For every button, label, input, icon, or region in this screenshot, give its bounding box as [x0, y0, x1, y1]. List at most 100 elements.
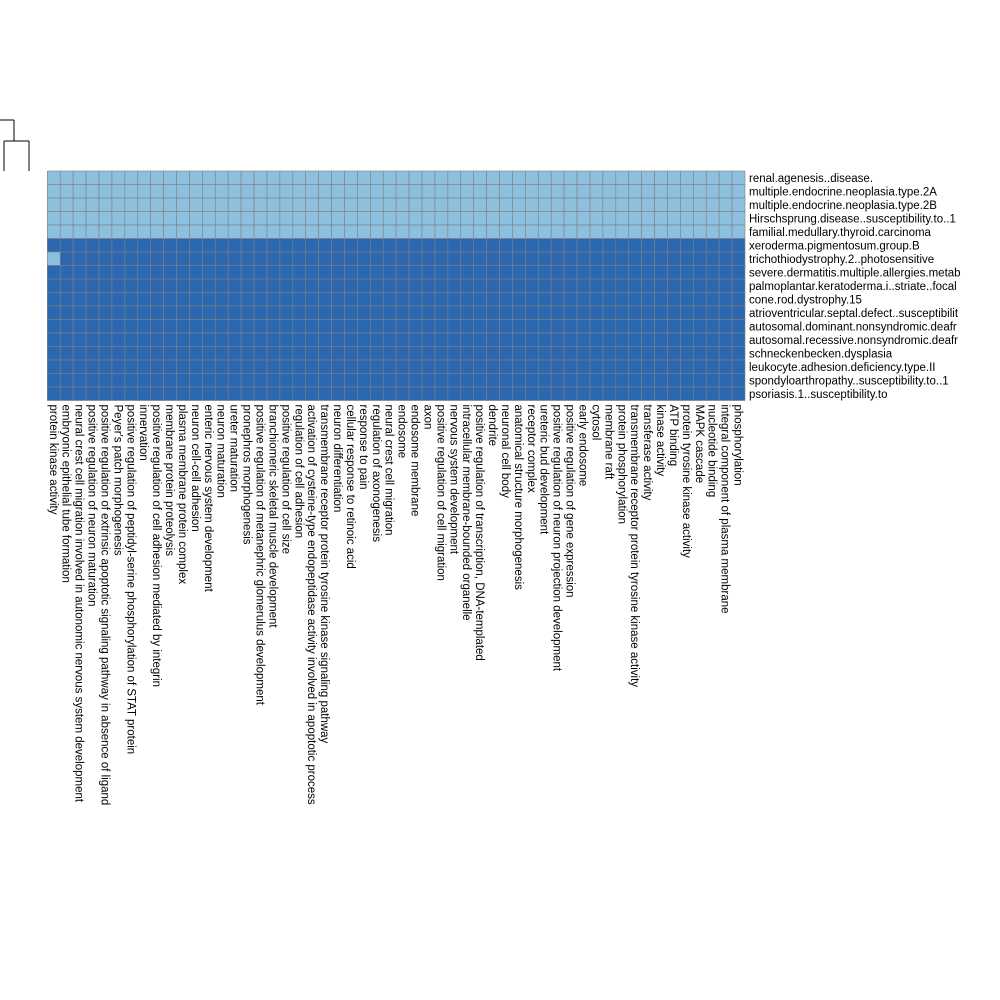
- heatmap-cell: [72, 332, 87, 347]
- heatmap-cell: [486, 224, 500, 239]
- heatmap-cell: [602, 265, 617, 280]
- heatmap-cell: [85, 305, 100, 320]
- heatmap-cell: [111, 211, 126, 226]
- heatmap-cell: [693, 292, 707, 307]
- heatmap-cell: [731, 278, 746, 293]
- heatmap-cell: [486, 184, 500, 199]
- column-labels: protein kinase activity embryonic epithel…: [47, 405, 744, 806]
- heatmap-cell: [408, 319, 423, 334]
- heatmap-cell: [408, 238, 423, 253]
- heatmap-cell: [512, 211, 526, 226]
- heatmap-cell: [641, 305, 655, 320]
- heatmap-cell: [85, 184, 100, 199]
- heatmap-cell: [693, 373, 707, 388]
- heatmap-cell: [512, 373, 526, 388]
- column-label: phosphorylation: [732, 405, 744, 486]
- heatmap-cell: [563, 386, 578, 401]
- heatmap-cell: [563, 346, 578, 361]
- column-label: receptor complex: [525, 405, 537, 493]
- heatmap-cell: [628, 332, 642, 347]
- heatmap-cell: [628, 197, 642, 212]
- heatmap-cell: [279, 278, 294, 293]
- heatmap-cell: [279, 251, 294, 266]
- heatmap-cell: [395, 319, 410, 334]
- heatmap-cell: [59, 197, 74, 212]
- heatmap-cell: [615, 319, 630, 334]
- heatmap-cell: [628, 386, 642, 401]
- heatmap-cell: [240, 305, 255, 320]
- heatmap-cell: [705, 292, 720, 307]
- heatmap-cell: [124, 346, 139, 361]
- heatmap-cell: [615, 359, 630, 374]
- heatmap-cell: [395, 346, 410, 361]
- heatmap-cell: [214, 332, 229, 347]
- heatmap-cell: [731, 386, 746, 401]
- heatmap-cell: [202, 238, 216, 253]
- heatmap-cell: [667, 184, 681, 199]
- heatmap-cell: [680, 265, 694, 280]
- heatmap-cell: [537, 319, 552, 334]
- heatmap-cell: [447, 238, 462, 253]
- heatmap-cell: [473, 170, 487, 185]
- heatmap-cell: [680, 359, 694, 374]
- heatmap-cell: [137, 184, 151, 199]
- heatmap-cell: [189, 386, 203, 401]
- heatmap-cell: [111, 332, 126, 347]
- heatmap-cell: [279, 170, 294, 185]
- heatmap-cell: [72, 170, 87, 185]
- heatmap-cell: [667, 386, 681, 401]
- heatmap-cell: [628, 211, 642, 226]
- heatmap-cell: [47, 359, 61, 374]
- heatmap-cell: [344, 265, 358, 280]
- heatmap-cell: [421, 359, 436, 374]
- heatmap-cell: [473, 251, 487, 266]
- heatmap-cell: [292, 292, 307, 307]
- heatmap-cell: [163, 265, 177, 280]
- heatmap-cell: [395, 305, 410, 320]
- column-label: positive regulation of cell migration: [434, 405, 446, 581]
- heatmap-cell: [434, 319, 449, 334]
- heatmap-cell: [667, 224, 681, 239]
- heatmap-cell: [421, 224, 436, 239]
- heatmap-cell: [305, 292, 319, 307]
- heatmap-cell: [408, 292, 423, 307]
- heatmap-cell: [214, 211, 229, 226]
- heatmap-cell: [331, 224, 345, 239]
- heatmap-cell: [576, 319, 591, 334]
- heatmap-cell: [59, 170, 74, 185]
- heatmap-cell: [460, 278, 474, 293]
- heatmap-cell: [279, 265, 294, 280]
- heatmap-cell: [357, 278, 371, 293]
- heatmap-cell: [111, 265, 126, 280]
- heatmap-cell: [124, 184, 139, 199]
- column-label: neuron differentiation: [331, 405, 343, 513]
- heatmap-cell: [163, 319, 177, 334]
- heatmap-cell: [150, 184, 164, 199]
- heatmap-cell: [434, 332, 449, 347]
- heatmap-cell: [693, 332, 707, 347]
- heatmap-cell: [227, 332, 242, 347]
- heatmap-cell: [47, 278, 61, 293]
- heatmap-cell: [253, 305, 268, 320]
- heatmap-cell: [731, 211, 746, 226]
- heatmap-cell: [370, 238, 384, 253]
- heatmap-cell: [202, 278, 216, 293]
- heatmap-cell: [641, 292, 655, 307]
- row-label: schneckenbecken.dysplasia: [749, 348, 893, 360]
- heatmap-cell: [576, 373, 591, 388]
- heatmap-cell: [124, 278, 139, 293]
- heatmap-cell: [137, 251, 151, 266]
- heatmap-cell: [98, 170, 113, 185]
- heatmap-cell: [240, 346, 255, 361]
- heatmap-cell: [421, 319, 436, 334]
- heatmap-cell: [486, 211, 500, 226]
- heatmap-cell: [382, 238, 397, 253]
- heatmap-cell: [447, 305, 462, 320]
- heatmap-cell: [460, 305, 474, 320]
- heatmap-cell: [460, 211, 474, 226]
- heatmap-cell: [693, 346, 707, 361]
- heatmap-cell: [202, 170, 216, 185]
- heatmap-cell: [47, 184, 61, 199]
- heatmap-cell: [628, 184, 642, 199]
- heatmap-cell: [344, 211, 358, 226]
